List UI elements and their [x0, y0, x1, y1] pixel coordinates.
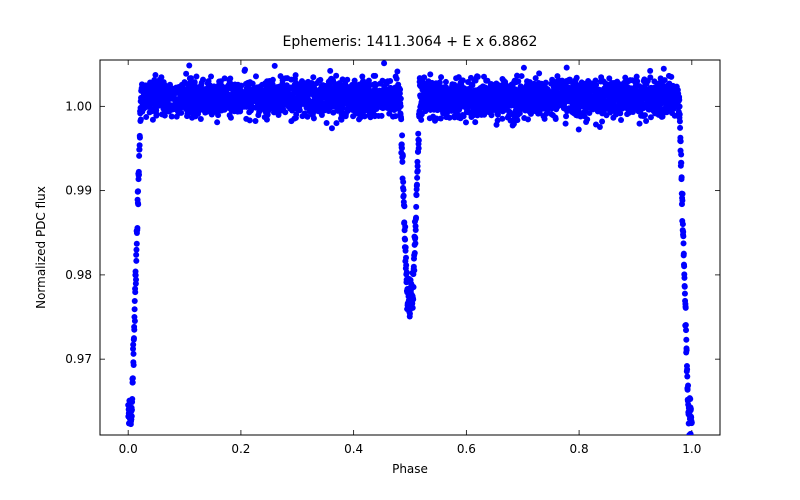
chart-title: Ephemeris: 1411.3064 + E x 6.8862 — [283, 34, 538, 50]
y-tick-label: 0.99 — [65, 184, 92, 198]
x-tick-label: 0.4 — [344, 442, 363, 456]
phase-lightcurve-chart: 0.0 0.2 0.4 0.6 0.8 1.0 0.97 0.98 0.99 1.00 Phas… — [0, 0, 800, 500]
y-axis-label: Normalized PDC flux — [34, 186, 48, 309]
x-tick-label: 1.0 — [682, 442, 701, 456]
y-tick-label: 0.97 — [65, 352, 92, 366]
y-tick-label: 0.98 — [65, 268, 92, 282]
chart-svg: 0.0 0.2 0.4 0.6 0.8 1.0 0.97 0.98 0.99 1.00 Phas… — [0, 0, 800, 500]
x-tick-label: 0.6 — [457, 442, 476, 456]
x-axis-label: Phase — [392, 462, 428, 476]
x-tick-label: 0.0 — [119, 442, 138, 456]
x-tick-label: 0.2 — [231, 442, 250, 456]
y-tick-label: 1.00 — [65, 99, 92, 113]
x-tick-label: 0.8 — [570, 442, 589, 456]
